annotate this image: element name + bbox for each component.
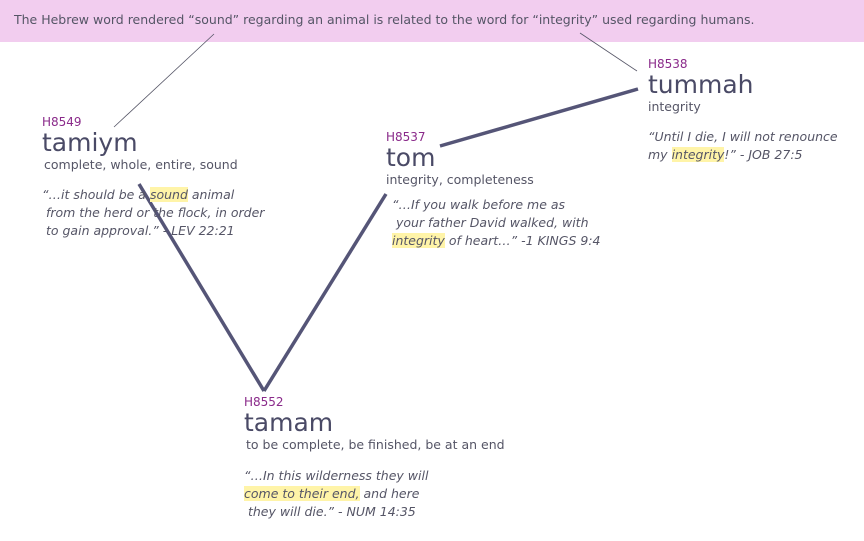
highlighted-word: integrity	[392, 233, 445, 248]
quote-text: “…If you walk before me as	[392, 197, 566, 212]
scripture-quote: “…In this wilderness they will come to t…	[244, 467, 505, 521]
hebrew-word: tamam	[244, 408, 334, 437]
node-tummah: H8538 tummah integrity “Until I die, I w…	[648, 57, 838, 164]
quote-text: from the herd or the flock, in order	[42, 205, 265, 220]
link-tamam-tom	[262, 193, 388, 392]
quote-text: my	[648, 147, 672, 162]
highlighted-word: integrity	[671, 147, 725, 162]
word-gloss: to be complete, be finished, be at an en…	[246, 437, 505, 452]
pointer-line-tamiym	[113, 33, 215, 128]
scripture-quote: “…If you walk before me as your father D…	[392, 196, 600, 250]
link-tamam-tamiym	[137, 183, 266, 392]
strongs-code: H8537	[386, 130, 426, 144]
link-tom-tummah	[439, 87, 639, 148]
highlighted-word: come to their end,	[244, 486, 360, 501]
quote-text: they will die.” - NUM 14:35	[244, 504, 416, 519]
hebrew-word: tummah	[648, 70, 754, 99]
quote-text: your father David walked, with	[392, 215, 589, 230]
quote-text: “…In this wilderness they will	[244, 468, 429, 483]
quote-text: to gain approval.” - LEV 22:21	[42, 223, 235, 238]
strongs-code: H8538	[648, 57, 688, 71]
node-tom: H8537 tom integrity, completeness “…If y…	[386, 130, 600, 250]
quote-text: and here	[359, 486, 420, 501]
quote-text: !” - JOB 27:5	[724, 147, 803, 162]
node-tamiym: H8549 tamiym complete, whole, entire, so…	[42, 115, 264, 240]
node-tamam: H8552 tamam to be complete, be finished,…	[244, 395, 505, 521]
word-gloss: integrity	[648, 99, 701, 114]
banner: The Hebrew word rendered “sound” regardi…	[0, 0, 864, 42]
quote-text: “…it should be a	[42, 187, 150, 202]
quote-text: animal	[187, 187, 235, 202]
hebrew-word: tamiym	[42, 128, 138, 157]
strongs-code: H8549	[42, 115, 82, 129]
hebrew-word: tom	[386, 143, 436, 172]
scripture-quote: “Until I die, I will not renounce my int…	[648, 128, 838, 164]
highlighted-word: sound	[149, 187, 188, 202]
word-gloss: integrity, completeness	[386, 172, 534, 187]
scripture-quote: “…it should be a sound animal from the h…	[42, 186, 264, 240]
word-gloss: complete, whole, entire, sound	[44, 157, 238, 172]
quote-text: “Until I die, I will not renounce	[648, 129, 838, 144]
strongs-code: H8552	[244, 395, 284, 409]
banner-text: The Hebrew word rendered “sound” regardi…	[14, 12, 755, 27]
pointer-line-tummah	[579, 32, 638, 72]
quote-text: of heart…” -1 KINGS 9:4	[444, 233, 601, 248]
